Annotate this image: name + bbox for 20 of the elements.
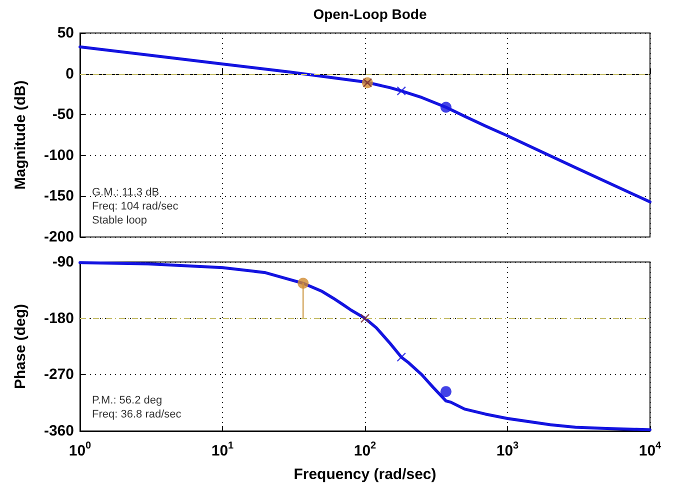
y-tick-label: -200 — [44, 228, 74, 246]
y-tick-label: 0 — [66, 65, 74, 82]
y-tick-label: -150 — [44, 188, 74, 205]
y-tick-label: -50 — [52, 106, 74, 124]
y-axis-title: Magnitude (dB) — [12, 80, 29, 190]
annotation: Freq: 104 rad/sec — [92, 200, 179, 212]
chart-title: Open-Loop Bode — [313, 6, 427, 22]
point — [440, 102, 452, 113]
y-tick-label: -180 — [44, 310, 74, 327]
y-axis-title: Phase (deg) — [12, 304, 29, 390]
annotation: P.M.: 56.2 deg — [92, 394, 162, 406]
y-tick-label: -360 — [44, 422, 74, 440]
annotation: G.M.: 11.3 dB — [92, 186, 160, 198]
annotation: Stable loop — [92, 214, 148, 226]
y-tick-label: -90 — [52, 254, 74, 270]
y-tick-label: 50 — [57, 24, 74, 42]
annotation: Freq: 36.8 rad/sec — [92, 408, 182, 420]
y-tick-label: -270 — [44, 366, 74, 384]
y-tick-label: -100 — [44, 146, 74, 164]
x-axis-title: Frequency (rad/sec) — [294, 466, 436, 483]
